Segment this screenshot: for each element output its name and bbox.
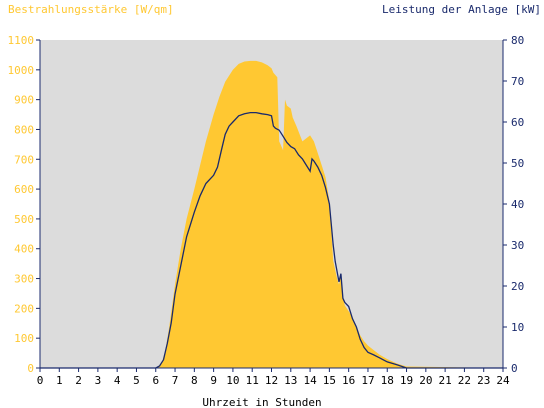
x-tick-label: 17: [361, 374, 374, 387]
x-tick-label: 2: [75, 374, 82, 387]
right-y-tick-label: 30: [511, 239, 524, 252]
x-tick-label: 15: [323, 374, 336, 387]
x-tick-label: 0: [37, 374, 44, 387]
left-y-tick-label: 900: [14, 94, 34, 107]
right-y-tick-label: 40: [511, 198, 524, 211]
left-axis-title: Bestrahlungsstärke [W/qm]: [8, 3, 174, 16]
x-axis-title: Uhrzeit in Stunden: [202, 396, 321, 408]
right-y-tick-label: 0: [511, 362, 518, 375]
x-tick-label: 13: [284, 374, 297, 387]
x-tick-label: 16: [342, 374, 355, 387]
left-y-tick-label: 800: [14, 123, 34, 136]
x-tick-label: 5: [133, 374, 140, 387]
x-tick-label: 8: [191, 374, 198, 387]
x-tick-label: 9: [210, 374, 217, 387]
x-tick-label: 11: [246, 374, 259, 387]
x-tick-label: 22: [458, 374, 471, 387]
left-y-tick-label: 700: [14, 153, 34, 166]
left-y-tick-label: 600: [14, 183, 34, 196]
right-y-tick-label: 70: [511, 75, 524, 88]
x-tick-label: 19: [400, 374, 413, 387]
left-y-tick-label: 300: [14, 273, 34, 286]
x-tick-label: 24: [496, 374, 510, 387]
right-y-tick-label: 10: [511, 321, 524, 334]
irradiance-area: [40, 60, 503, 369]
left-y-tick-label: 1100: [8, 34, 35, 47]
left-y-tick-label: 100: [14, 332, 34, 345]
left-y-tick-label: 500: [14, 213, 34, 226]
left-y-tick-label: 0: [27, 362, 34, 375]
right-y-tick-label: 20: [511, 280, 524, 293]
ticks-layer: 0 1 2 3 4 5 6 7 8 9 10 11 12 13 14 15 16 17 18 19 20 21 22 23 24…: [8, 34, 525, 387]
right-y-tick-label: 80: [511, 34, 524, 47]
x-tick-label: 6: [152, 374, 159, 387]
x-tick-label: 18: [381, 374, 394, 387]
x-tick-label: 3: [95, 374, 102, 387]
x-tick-label: 4: [114, 374, 121, 387]
x-tick-label: 14: [303, 374, 317, 387]
x-tick-label: 7: [172, 374, 179, 387]
right-axis-title: Leistung der Anlage [kW]: [382, 3, 541, 16]
x-tick-label: 10: [226, 374, 239, 387]
left-y-tick-label: 200: [14, 302, 34, 315]
series-layer: [40, 60, 503, 369]
left-y-tick-label: 400: [14, 243, 34, 256]
x-tick-label: 1: [56, 374, 63, 387]
x-tick-label: 21: [439, 374, 452, 387]
x-tick-label: 23: [477, 374, 490, 387]
right-y-tick-label: 50: [511, 157, 524, 170]
left-y-tick-label: 1000: [8, 64, 35, 77]
x-tick-label: 12: [265, 374, 278, 387]
x-tick-label: 20: [419, 374, 432, 387]
right-y-tick-label: 60: [511, 116, 524, 129]
power-line: [40, 111, 503, 369]
